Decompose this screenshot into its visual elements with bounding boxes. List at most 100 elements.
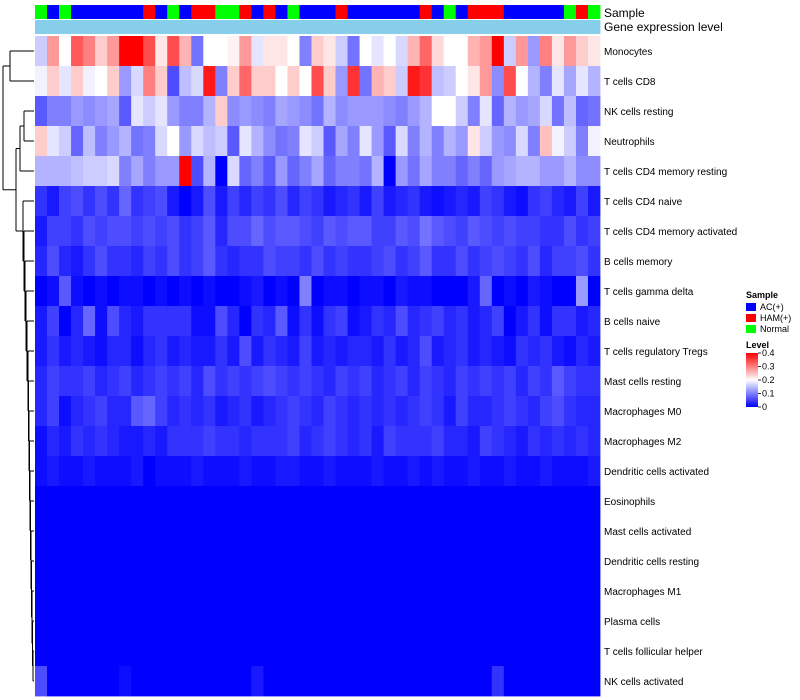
heatmap-cell [539, 336, 553, 367]
heatmap-cell [395, 366, 409, 397]
heatmap-cell [155, 276, 168, 307]
heatmap-cell [551, 456, 565, 487]
heatmap-cell [587, 636, 601, 667]
heatmap-cell [143, 486, 156, 517]
heatmap-cell [119, 456, 132, 487]
heatmap-cell [491, 96, 505, 127]
heatmap-cell [299, 396, 312, 427]
heatmap-cell [299, 456, 312, 487]
heatmap-cell [179, 636, 192, 667]
heatmap-cell [467, 396, 481, 427]
heatmap-cell [263, 246, 276, 277]
heatmap-cell [455, 96, 469, 127]
heatmap-cell [47, 276, 60, 307]
heatmap-cell [395, 666, 409, 697]
heatmap-cell [347, 486, 360, 517]
heatmap-cell [551, 66, 565, 97]
heatmap-cell [299, 516, 312, 547]
heatmap-cell [575, 516, 589, 547]
expression-track-cell [287, 20, 300, 34]
heatmap-cell [251, 216, 264, 247]
heatmap-cell [335, 96, 348, 127]
heatmap-cell [239, 96, 252, 127]
heatmap-cell [311, 126, 324, 157]
heatmap-cell [443, 486, 457, 517]
heatmap-cell [467, 276, 481, 307]
sample-track-cell [563, 5, 577, 19]
heatmap-cell [455, 426, 469, 457]
heatmap-cell [551, 576, 565, 607]
heatmap-cell [587, 336, 601, 367]
heatmap-cell [443, 336, 457, 367]
heatmap-cell [251, 66, 264, 97]
heatmap-cell [83, 276, 96, 307]
expression-track-cell [539, 20, 553, 34]
heatmap-cell [347, 516, 360, 547]
heatmap-cell [359, 216, 372, 247]
heatmap-cell [251, 606, 264, 637]
heatmap-cell [275, 456, 288, 487]
heatmap-cell [47, 66, 60, 97]
heatmap-cell [275, 546, 288, 577]
heatmap-cell [419, 276, 433, 307]
heatmap-cell [83, 426, 96, 457]
heatmap-cell [503, 306, 517, 337]
level-ticks: 0.4 0.3 0.2 0.1 0 [758, 348, 775, 412]
heatmap-cell [47, 486, 60, 517]
heatmap-cell [431, 486, 445, 517]
sample-track-cell [371, 5, 385, 19]
heatmap-cell [539, 456, 553, 487]
heatmap-cell [155, 246, 168, 277]
heatmap-cell [35, 216, 48, 247]
heatmap-cell [155, 156, 168, 187]
heatmap-cell [479, 126, 493, 157]
sample-track-cell [311, 5, 324, 19]
heatmap-cell [299, 366, 312, 397]
heatmap-cell [479, 186, 493, 217]
heatmap-cell [323, 636, 336, 667]
heatmap-cell [71, 666, 84, 697]
heatmap-cell [503, 456, 517, 487]
heatmap-cell [431, 276, 445, 307]
heatmap-cell [215, 156, 228, 187]
heatmap-cell [143, 216, 156, 247]
heatmap-cell [143, 186, 156, 217]
heatmap-cell [251, 336, 264, 367]
heatmap-cell [59, 216, 72, 247]
sample-track-cell [107, 5, 120, 19]
heatmap-cell [59, 156, 72, 187]
heatmap-cell [35, 396, 48, 427]
heatmap-cell [35, 366, 48, 397]
heatmap-cell [323, 186, 336, 217]
heatmap-cell [539, 426, 553, 457]
heatmap-cell [491, 156, 505, 187]
heatmap-cell [551, 426, 565, 457]
level-tick-label: 0.3 [762, 362, 775, 372]
heatmap-cell [443, 306, 457, 337]
heatmap-cell [275, 66, 288, 97]
heatmap-cell [455, 36, 469, 67]
heatmap-cell [143, 576, 156, 607]
heatmap-cell [275, 156, 288, 187]
heatmap-cell [515, 96, 529, 127]
expression-track-cell [431, 20, 445, 34]
heatmap-cell [479, 606, 493, 637]
heatmap-cell [275, 426, 288, 457]
heatmap-cell [35, 96, 48, 127]
expression-track-cell [167, 20, 180, 34]
heatmap-cell [299, 636, 312, 667]
heatmap-cell [443, 186, 457, 217]
heatmap-cell [587, 186, 601, 217]
heatmap-cell [359, 66, 372, 97]
heatmap-cell [491, 246, 505, 277]
heatmap-cell [419, 246, 433, 277]
heatmap-cell [335, 366, 348, 397]
heatmap-cell [443, 636, 457, 667]
heatmap-cell [467, 576, 481, 607]
heatmap-cell [203, 96, 216, 127]
heatmap-cell [575, 186, 589, 217]
heatmap-cell [107, 36, 120, 67]
expression-track-cell [299, 20, 312, 34]
heatmap-cell [515, 66, 529, 97]
row-label: T cells CD4 memory resting [604, 167, 727, 178]
